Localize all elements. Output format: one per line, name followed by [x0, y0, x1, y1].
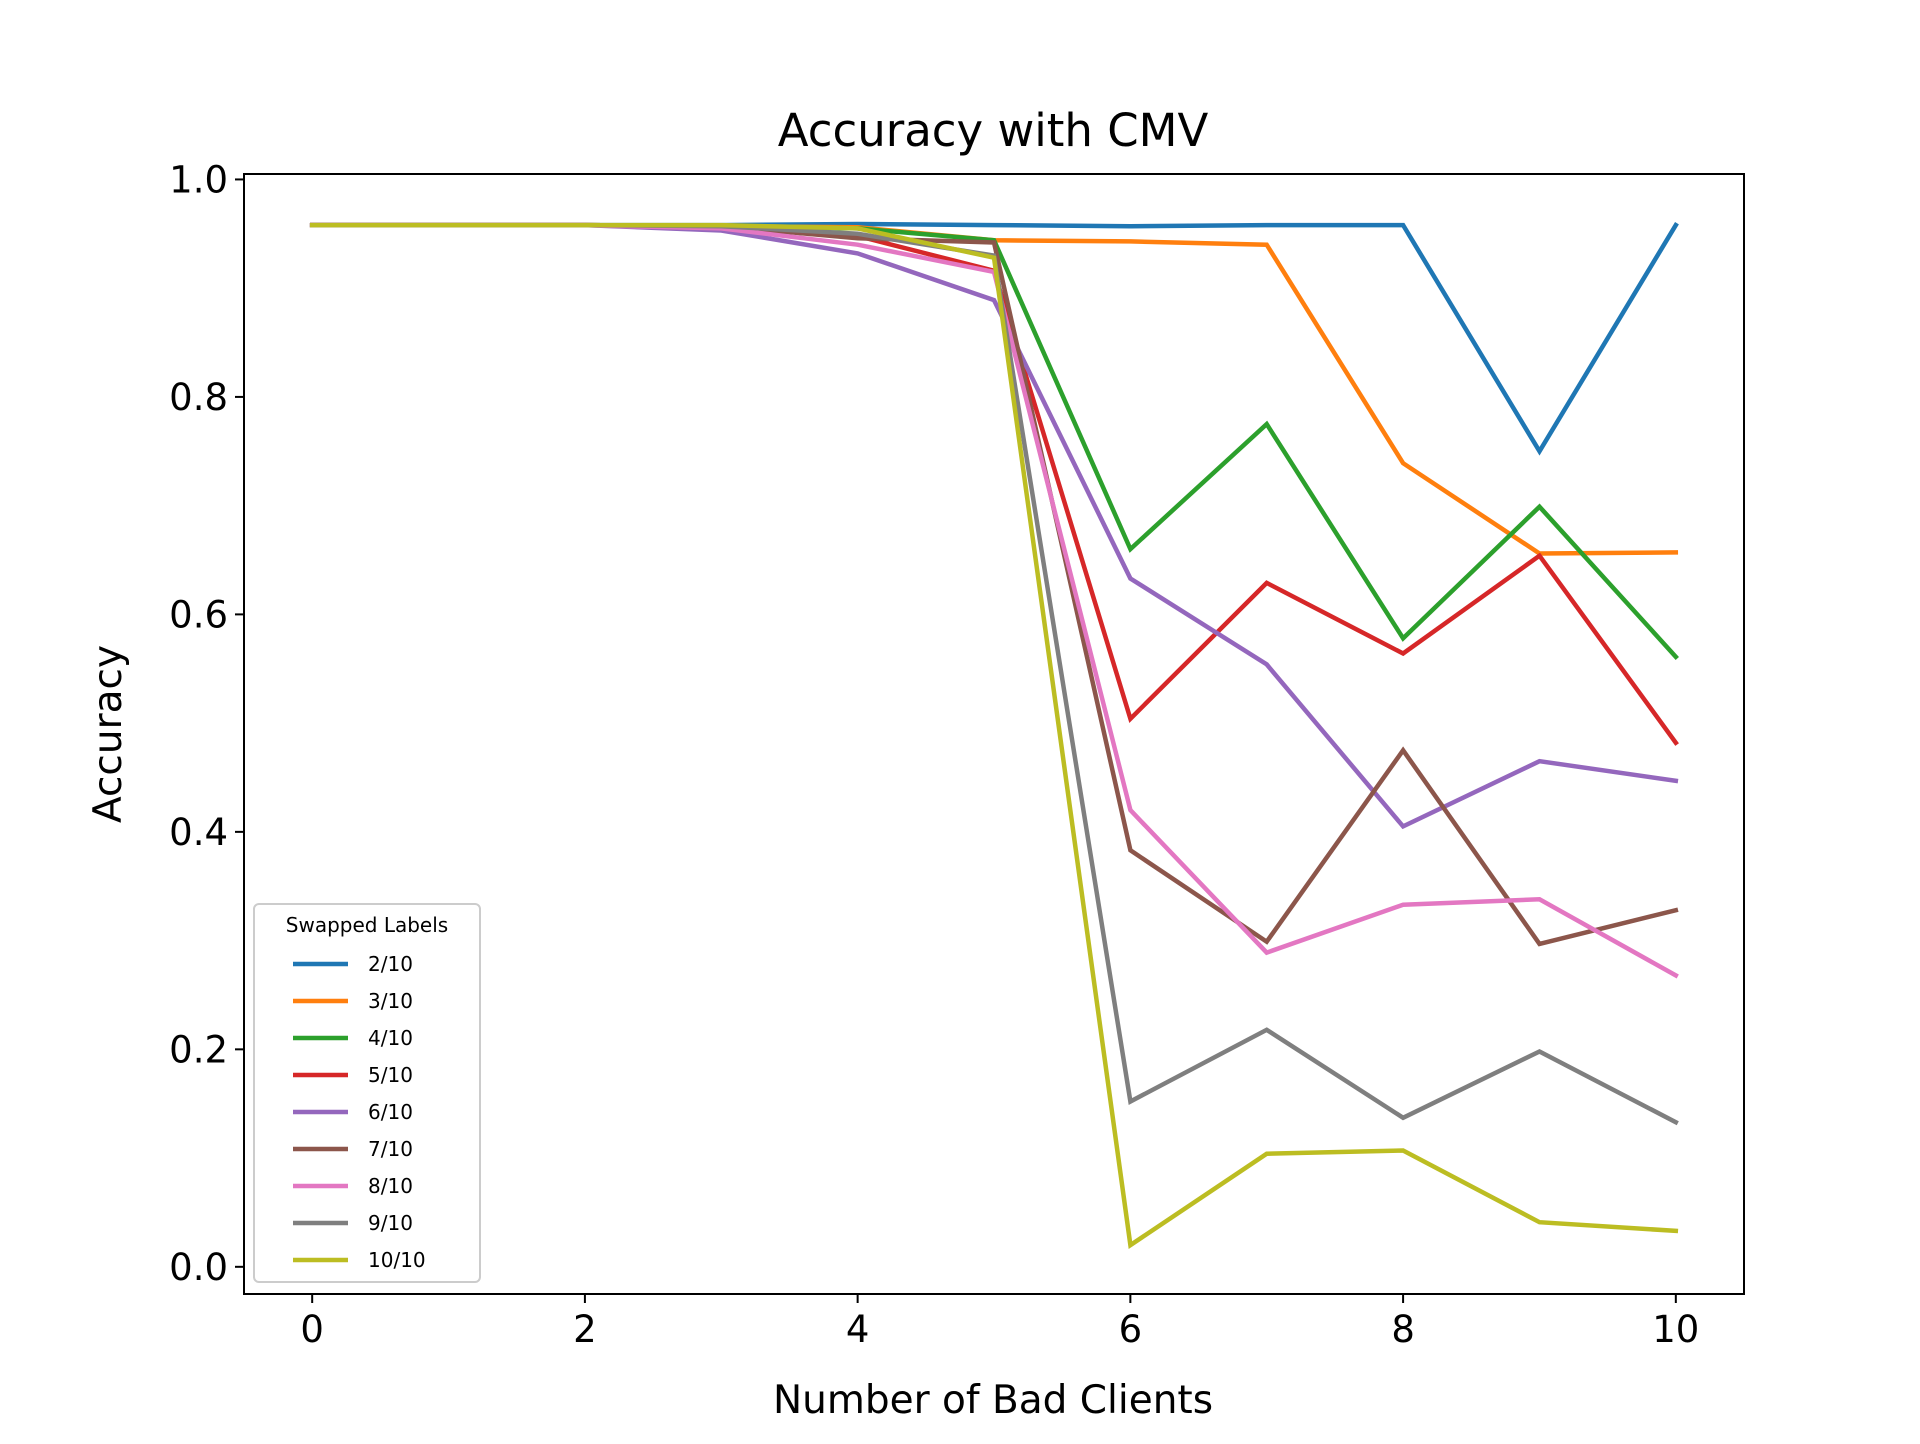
legend-label: 6/10 — [368, 1100, 413, 1124]
y-tick-label: 0.2 — [169, 1028, 228, 1071]
legend-label: 9/10 — [368, 1211, 413, 1235]
y-axis-ticks: 0.0 0.2 0.4 0.6 0.8 1.0 — [169, 158, 244, 1289]
x-tick-label: 8 — [1391, 1308, 1415, 1351]
series-lines — [309, 221, 1679, 1249]
plot-frame — [243, 173, 1745, 1295]
y-tick-label: 1.0 — [169, 158, 228, 201]
legend-label: 4/10 — [368, 1026, 413, 1050]
legend: Swapped Labels 2/10 3/10 4/10 5/10 6/10 7/10 8… — [253, 903, 481, 1283]
legend-title: Swapped Labels — [286, 913, 448, 937]
x-tick-label: 0 — [300, 1308, 324, 1351]
legend-frame — [253, 903, 481, 1283]
x-axis-ticks: 0 2 4 6 8 10 — [300, 1294, 1699, 1351]
y-tick-label: 0.6 — [169, 593, 228, 636]
y-axis-label: Accuracy — [86, 645, 131, 823]
legend-label: 5/10 — [368, 1063, 413, 1087]
legend-label: 3/10 — [368, 989, 413, 1013]
x-tick-label: 4 — [846, 1308, 870, 1351]
y-tick-label: 0.0 — [169, 1246, 228, 1289]
legend-label: 7/10 — [368, 1137, 413, 1161]
legend-label: 8/10 — [368, 1174, 413, 1198]
y-tick-label: 0.4 — [169, 811, 228, 854]
x-tick-label: 10 — [1652, 1308, 1699, 1351]
legend-items: 2/10 3/10 4/10 5/10 6/10 7/10 8/10 9/10 10/10 — [293, 952, 426, 1272]
chart-title: Accuracy with CMV — [778, 104, 1209, 157]
legend-label: 2/10 — [368, 952, 413, 976]
x-tick-label: 2 — [573, 1308, 597, 1351]
x-axis-label: Number of Bad Clients — [773, 1378, 1213, 1423]
x-tick-label: 6 — [1119, 1308, 1143, 1351]
series-line-10-of-10 — [309, 222, 1679, 1249]
legend-label: 10/10 — [368, 1248, 426, 1272]
y-tick-label: 0.8 — [169, 376, 228, 419]
